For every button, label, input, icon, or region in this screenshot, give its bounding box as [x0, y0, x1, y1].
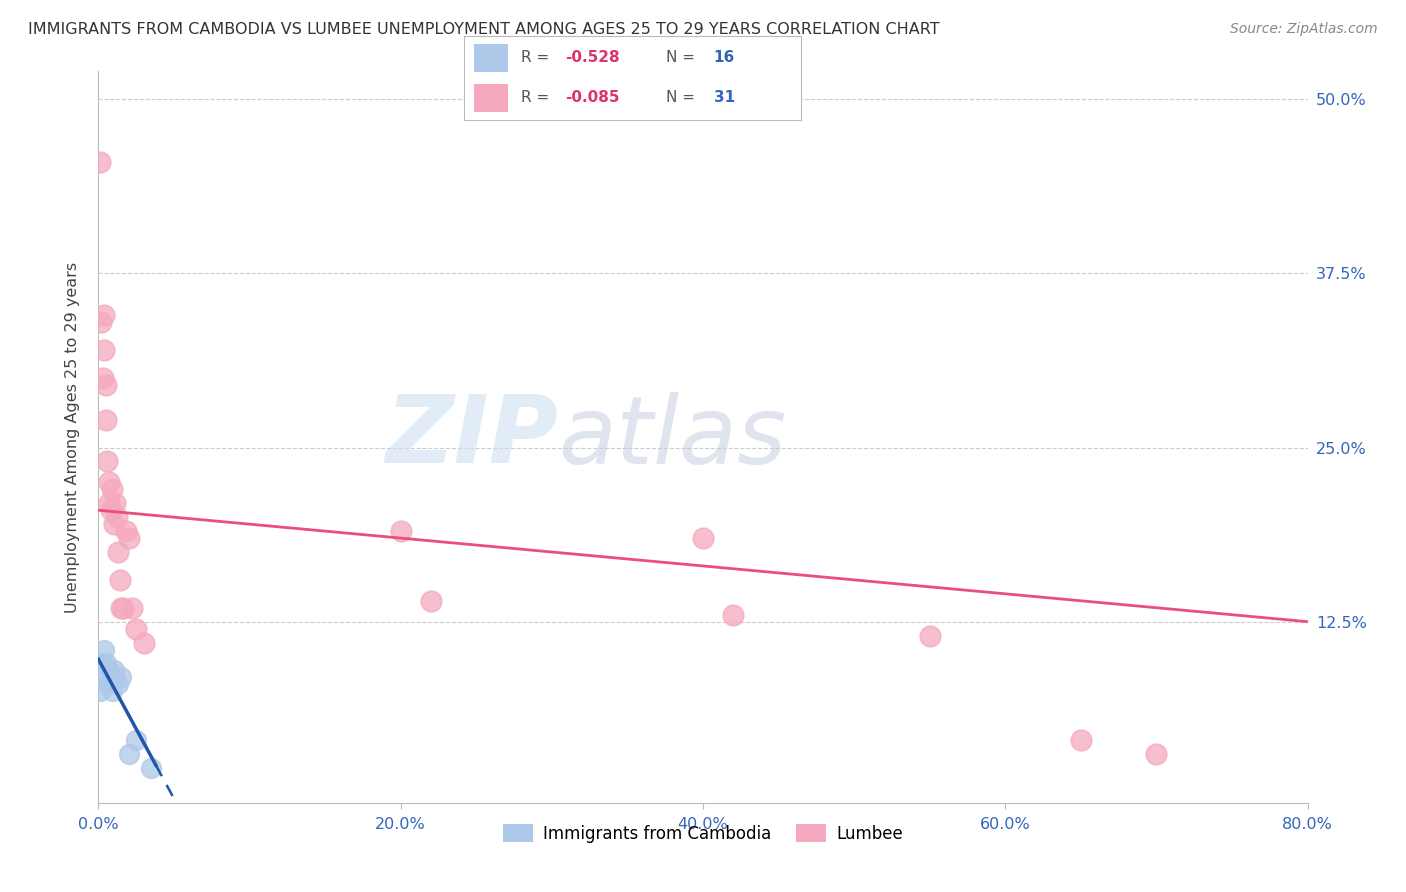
Text: 16: 16	[714, 50, 735, 65]
Bar	[474, 84, 508, 112]
Point	[93, 308, 115, 322]
Point	[105, 510, 128, 524]
Point	[100, 670, 122, 684]
Point	[91, 371, 114, 385]
Point	[723, 607, 745, 622]
Point	[98, 664, 121, 678]
Point	[96, 454, 118, 468]
Point	[692, 531, 714, 545]
Point	[1144, 747, 1167, 761]
Point	[94, 377, 117, 392]
Point	[114, 524, 136, 538]
Point	[118, 747, 141, 761]
Point	[103, 664, 125, 678]
Point	[89, 155, 111, 169]
Point	[110, 670, 132, 684]
Point	[98, 475, 121, 490]
Point	[93, 642, 115, 657]
Point	[125, 622, 148, 636]
Point	[121, 600, 143, 615]
Point	[107, 545, 129, 559]
Text: N =: N =	[666, 90, 700, 105]
Point	[918, 629, 941, 643]
Point	[94, 657, 117, 671]
Text: R =: R =	[522, 50, 554, 65]
Text: N =: N =	[666, 50, 700, 65]
Point	[101, 684, 124, 698]
Point	[125, 733, 148, 747]
Text: -0.085: -0.085	[565, 90, 620, 105]
Text: Source: ZipAtlas.com: Source: ZipAtlas.com	[1230, 22, 1378, 37]
Text: -0.528: -0.528	[565, 50, 620, 65]
Point	[107, 677, 129, 691]
Point	[132, 635, 155, 649]
Point	[389, 524, 412, 538]
Point	[104, 670, 127, 684]
Point	[1070, 733, 1092, 747]
Point	[93, 343, 115, 357]
Point	[104, 496, 127, 510]
Point	[100, 503, 122, 517]
Point	[98, 496, 121, 510]
Point	[101, 483, 124, 497]
Point	[89, 684, 111, 698]
Point	[90, 657, 112, 671]
Point	[103, 517, 125, 532]
Text: IMMIGRANTS FROM CAMBODIA VS LUMBEE UNEMPLOYMENT AMONG AGES 25 TO 29 YEARS CORREL: IMMIGRANTS FROM CAMBODIA VS LUMBEE UNEMP…	[28, 22, 939, 37]
Y-axis label: Unemployment Among Ages 25 to 29 years: Unemployment Among Ages 25 to 29 years	[65, 261, 80, 613]
Point	[96, 677, 118, 691]
Text: atlas: atlas	[558, 392, 786, 483]
Point	[118, 531, 141, 545]
Point	[94, 412, 117, 426]
Point	[111, 600, 134, 615]
Text: R =: R =	[522, 90, 554, 105]
Point	[90, 315, 112, 329]
Point	[108, 573, 131, 587]
Bar	[474, 44, 508, 72]
Text: ZIP: ZIP	[385, 391, 558, 483]
Text: 31: 31	[714, 90, 735, 105]
Point	[110, 600, 132, 615]
Point	[420, 594, 443, 608]
Legend: Immigrants from Cambodia, Lumbee: Immigrants from Cambodia, Lumbee	[496, 818, 910, 849]
Point	[141, 761, 163, 775]
Point	[91, 670, 114, 684]
